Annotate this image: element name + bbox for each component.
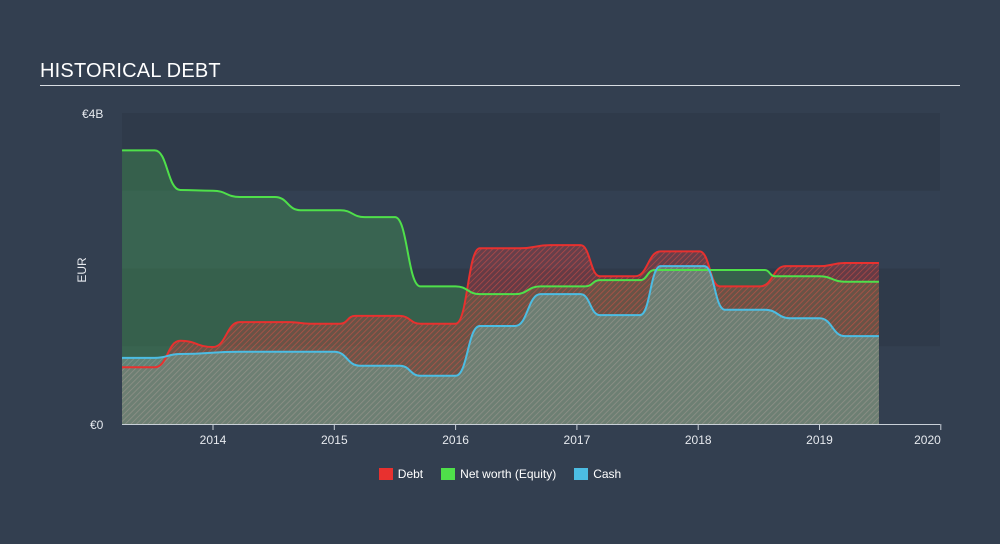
equity-line <box>122 149 879 296</box>
title-divider <box>40 85 960 86</box>
chart-title: HISTORICAL DEBT <box>40 60 221 82</box>
legend-item-debt[interactable]: Debt <box>378 467 424 481</box>
y-tick-label-zero: €0 <box>90 418 104 432</box>
legend-item-equity[interactable]: Net worth (Equity) <box>441 467 556 481</box>
legend-label: Debt <box>397 467 424 481</box>
equity-swatch <box>441 468 456 480</box>
x-tick-label: 2017 <box>564 433 591 447</box>
x-tick-label: 2020 <box>914 433 941 447</box>
plot-band <box>122 113 940 191</box>
x-tick-label: 2014 <box>200 433 227 447</box>
cash-swatch <box>574 468 589 480</box>
y-axis-label: EUR <box>75 257 89 283</box>
y-tick-label-max: €4B <box>82 107 103 121</box>
x-tick-label: 2018 <box>685 433 712 447</box>
x-tick-label: 2015 <box>321 433 348 447</box>
debt-line <box>122 244 879 369</box>
cash-line <box>122 265 879 377</box>
cash-area <box>122 266 879 424</box>
debt-swatch <box>378 468 393 480</box>
legend-label: Net worth (Equity) <box>460 467 557 481</box>
legend: Debt Net worth (Equity) Cash <box>0 467 1000 481</box>
legend-label: Cash <box>593 467 622 481</box>
x-tick-label: 2016 <box>442 433 469 447</box>
legend-item-cash[interactable]: Cash <box>574 467 621 481</box>
x-tick-label: 2019 <box>806 433 833 447</box>
